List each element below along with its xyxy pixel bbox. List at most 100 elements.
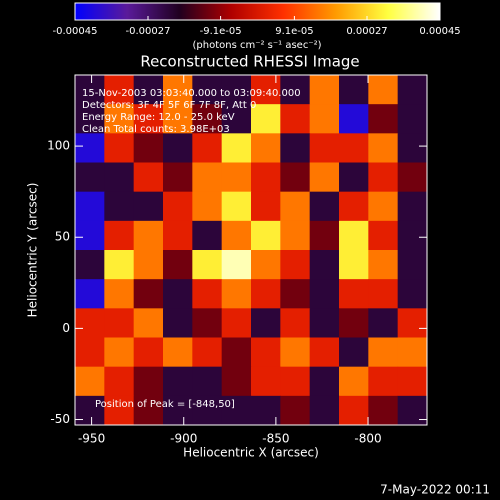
heatmap-cell [280,162,311,193]
heatmap-cell [309,75,340,105]
heatmap-cell [309,133,340,163]
colorbar-tick-label: -0.00045 [53,26,98,37]
heatmap-cell [368,337,399,368]
peak-label: Position of Peak = [-848,50] [95,399,235,410]
timestamp: 7-May-2022 00:11 [380,483,490,497]
heatmap-cell [75,279,105,309]
heatmap-cell [192,75,223,105]
annotation: Energy Range: 12.0 - 25.0 keV [82,112,235,123]
y-tick-label: 0 [62,321,70,335]
y-tick-label: -50 [50,412,70,426]
heatmap-cell [280,250,311,280]
annotation: Detectors: 3F 4F 5F 6F 7F 8F, Att 0 [82,100,256,111]
heatmap-cell [397,337,428,368]
heatmap-cell [221,250,252,280]
heatmap-cell [104,250,135,280]
heatmap-cell [75,191,105,222]
heatmap-cell [368,162,399,193]
heatmap-cell [339,395,369,426]
heatmap-cell [192,279,223,309]
heatmap-cell [133,308,164,338]
heatmap-cell [339,279,369,309]
heatmap-cell [133,191,164,222]
heatmap-cell [163,366,193,397]
heatmap-cell [75,250,105,280]
heatmap-cell [221,395,252,426]
heatmap-cell [192,191,223,222]
heatmap-cell [104,191,135,222]
heatmap-cell [75,75,105,105]
heatmap-cell [221,220,252,251]
heatmap-cell [309,250,340,280]
colorbar-label: (photons cm⁻² s⁻¹ asec⁻²) [192,40,321,51]
heatmap-cell [163,279,193,309]
heatmap-cell [133,250,164,280]
y-axis-label: Heliocentric Y (arcsec) [26,183,40,318]
heatmap-cell [163,220,193,251]
heatmap-cell [339,191,369,222]
heatmap-cell [309,337,340,368]
heatmap-cell [280,220,311,251]
colorbar-tick-label: 0.00045 [419,26,460,37]
heatmap-cell [221,191,252,222]
heatmap-cell [163,308,193,338]
heatmap-cell [251,337,281,368]
heatmap-cell [368,279,399,309]
heatmap-cell [251,308,281,338]
heatmap-cell [133,104,164,134]
heatmap-cell [339,250,369,280]
heatmap-cell [251,279,281,309]
heatmap-cell [251,133,281,163]
heatmap-cell [339,220,369,251]
x-tick-label: -900 [170,432,197,446]
heatmap-cell [309,395,340,426]
heatmap-cell [397,308,428,338]
heatmap-cell [133,133,164,163]
heatmap-cell [397,191,428,222]
colorbar-tick-label: -0.00027 [126,26,171,37]
heatmap-cell [397,220,428,251]
heatmap-cell [280,337,311,368]
heatmap-cell [397,279,428,309]
heatmap-cell [339,133,369,163]
heatmap-cell [368,104,399,134]
heatmap-cell [309,191,340,222]
heatmap-cell [251,220,281,251]
annotation: Clean Total counts: 3.98E+03 [82,124,230,135]
colorbar-tick-label: 0.00027 [346,26,387,37]
x-tick-label: -800 [354,432,381,446]
heatmap-cell [309,308,340,338]
heatmap-cell [251,191,281,222]
y-tick-label: 100 [47,139,70,153]
heatmap-cell [75,366,105,397]
heatmap-cell [104,366,135,397]
heatmap-cell [251,162,281,193]
heatmap-cell [133,366,164,397]
heatmap-cell [192,366,223,397]
heatmap-cell [192,395,223,426]
heatmap-cell [339,308,369,338]
heatmap-cell [221,75,252,105]
heatmap-cell [368,366,399,397]
heatmap-cell [397,366,428,397]
heatmap-cell [280,133,311,163]
heatmap-cell [221,162,252,193]
annotation: 15-Nov-2003 03:03:40.000 to 03:09:40.000 [82,88,301,99]
heatmap-cell [280,395,311,426]
heatmap-cell [339,337,369,368]
heatmap-cell [192,337,223,368]
plot-frame [74,74,428,426]
heatmap-cell [309,162,340,193]
heatmap-cell [75,162,105,193]
heatmap-cell [397,133,428,163]
heatmap-cell [309,220,340,251]
heatmap-cell [75,337,105,368]
heatmap-cell [368,308,399,338]
heatmap-cell [163,104,193,134]
heatmap-cell [104,337,135,368]
x-axis-label: Heliocentric X (arcsec) [183,446,319,460]
heatmap-cell [104,162,135,193]
heatmap-cell [104,133,135,163]
heatmap-cell [192,220,223,251]
